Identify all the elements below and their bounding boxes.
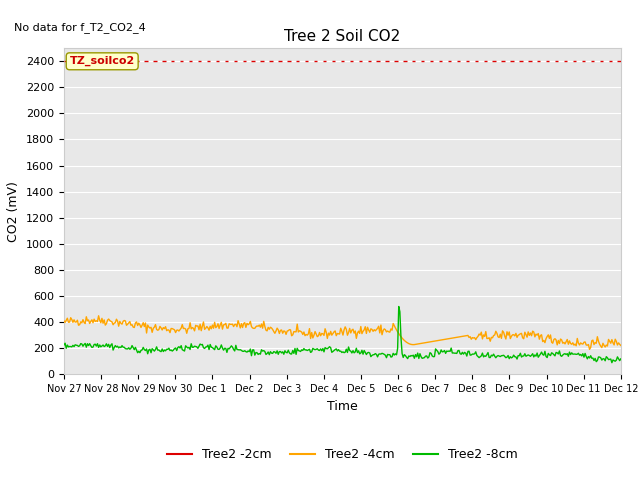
Title: Tree 2 Soil CO2: Tree 2 Soil CO2 xyxy=(284,29,401,44)
Y-axis label: CO2 (mV): CO2 (mV) xyxy=(8,181,20,241)
X-axis label: Time: Time xyxy=(327,400,358,413)
Text: No data for f_T2_CO2_4: No data for f_T2_CO2_4 xyxy=(14,22,146,33)
Text: TZ_soilco2: TZ_soilco2 xyxy=(70,56,135,66)
Legend: Tree2 -2cm, Tree2 -4cm, Tree2 -8cm: Tree2 -2cm, Tree2 -4cm, Tree2 -8cm xyxy=(162,443,523,466)
